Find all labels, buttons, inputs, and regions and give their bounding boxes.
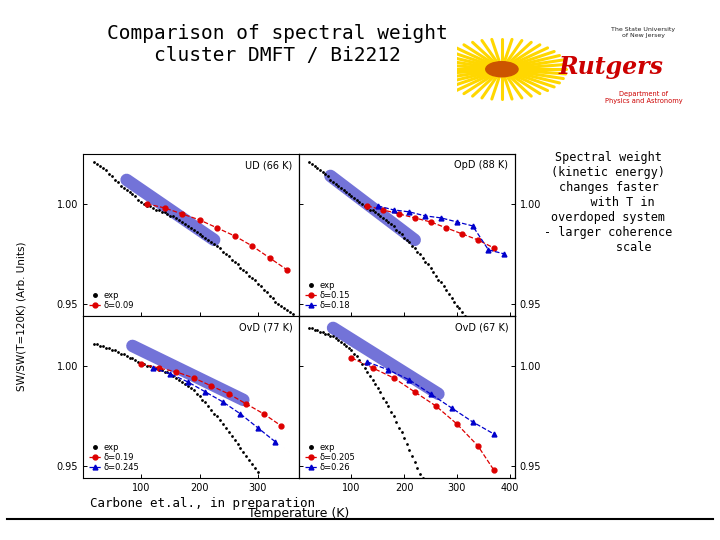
Text: Spectral weight
(kinetic energy)
changes faster
    with T in
overdoped system
-: Spectral weight (kinetic energy) changes… — [544, 151, 672, 254]
Text: UD (66 K): UD (66 K) — [245, 160, 292, 171]
Text: The State University
of New Jersey: The State University of New Jersey — [611, 28, 675, 38]
Text: OvD (67 K): OvD (67 K) — [455, 322, 508, 333]
Text: Carbone et.al., in preparation: Carbone et.al., in preparation — [90, 497, 315, 510]
Legend: exp, δ=0.09: exp, δ=0.09 — [87, 289, 136, 312]
Text: Comparison of spectral weight
cluster DMFT / Bi2212: Comparison of spectral weight cluster DM… — [107, 24, 448, 65]
Circle shape — [486, 62, 518, 77]
Legend: exp, δ=0.19, δ=0.245: exp, δ=0.19, δ=0.245 — [87, 441, 141, 474]
Text: Rutgers: Rutgers — [559, 55, 664, 79]
Text: Temperature (K): Temperature (K) — [248, 507, 349, 519]
Legend: exp, δ=0.205, δ=0.26: exp, δ=0.205, δ=0.26 — [303, 441, 357, 474]
Text: SW/SW(T=120K) (Arb. Units): SW/SW(T=120K) (Arb. Units) — [17, 241, 27, 390]
Legend: exp, δ=0.15, δ=0.18: exp, δ=0.15, δ=0.18 — [303, 279, 352, 312]
Text: OvD (77 K): OvD (77 K) — [238, 322, 292, 333]
Text: Department of
Physics and Astronomy: Department of Physics and Astronomy — [605, 91, 683, 104]
Text: OpD (88 K): OpD (88 K) — [454, 160, 508, 171]
